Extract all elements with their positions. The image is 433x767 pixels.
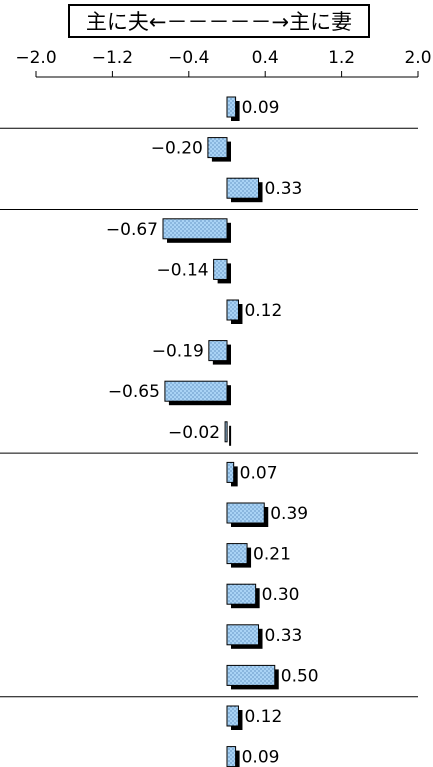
bar bbox=[226, 664, 276, 686]
data-label: −0.20 bbox=[151, 139, 203, 159]
data-label: 0.07 bbox=[240, 463, 278, 483]
data-label: 0.09 bbox=[242, 748, 280, 767]
data-label: 0.39 bbox=[270, 504, 308, 524]
bar bbox=[226, 299, 239, 321]
bar bbox=[226, 583, 257, 605]
bar bbox=[226, 96, 237, 118]
bar bbox=[226, 746, 237, 767]
bar bbox=[208, 340, 228, 362]
x-axis: −2.0 −1.2 −0.4 0.4 1.2 2.0 bbox=[15, 48, 432, 78]
data-label: −0.02 bbox=[168, 423, 220, 443]
x-tick-label: −2.0 bbox=[15, 48, 56, 68]
data-label: 0.50 bbox=[281, 666, 319, 686]
bar bbox=[226, 705, 239, 727]
x-tick-label: −1.2 bbox=[92, 48, 133, 68]
x-tick-label: −0.4 bbox=[168, 48, 209, 68]
data-label: 0.12 bbox=[244, 707, 282, 727]
data-label: −0.14 bbox=[157, 260, 209, 280]
bar-shadow bbox=[231, 466, 238, 487]
bar bbox=[162, 218, 228, 240]
data-label: −0.65 bbox=[108, 382, 160, 402]
bar bbox=[226, 624, 260, 646]
x-tick-label: 2.0 bbox=[404, 48, 431, 68]
bar bbox=[226, 177, 260, 199]
chart-title: 主に夫←－－－－－→主に妻 bbox=[68, 4, 370, 38]
bar bbox=[213, 258, 228, 280]
x-tick-label: 0.4 bbox=[252, 48, 279, 68]
bars: 0.09 −0.20 0.33 −0.67 −0.14 0.12 −0.19 −0.65 −0.… bbox=[106, 96, 319, 767]
data-label: 0.12 bbox=[244, 301, 282, 321]
x-tick-label: 1.2 bbox=[328, 48, 355, 68]
bar-shadow bbox=[229, 425, 232, 446]
data-label: 0.33 bbox=[265, 626, 303, 646]
bar bbox=[164, 380, 228, 402]
bar bbox=[207, 137, 228, 159]
data-label: 0.33 bbox=[265, 179, 303, 199]
data-label: 0.09 bbox=[242, 98, 280, 118]
bar bbox=[226, 461, 235, 483]
data-label: −0.67 bbox=[106, 220, 158, 240]
bar bbox=[226, 502, 265, 524]
bar bbox=[226, 543, 248, 565]
data-label: 0.30 bbox=[262, 585, 300, 605]
data-label: 0.21 bbox=[253, 545, 291, 565]
group-separators bbox=[0, 127, 418, 698]
bar bbox=[224, 421, 228, 443]
data-label: −0.19 bbox=[152, 342, 204, 362]
